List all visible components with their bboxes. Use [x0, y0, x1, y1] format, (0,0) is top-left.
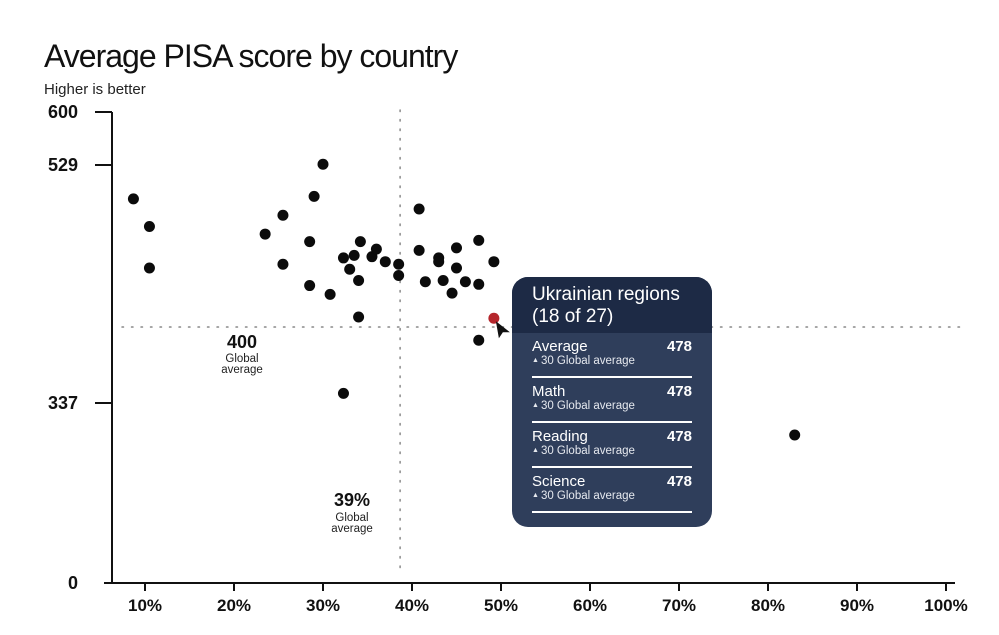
data-point	[433, 256, 445, 268]
triangle-up-icon: ▲	[532, 357, 539, 364]
data-point	[304, 280, 316, 292]
data-point	[127, 193, 139, 205]
data-point	[446, 287, 458, 299]
x-tick-label: 10%	[128, 596, 162, 615]
x-tick-label: 80%	[751, 596, 785, 615]
cursor-arrow-icon	[495, 321, 510, 339]
tooltip-row-sub: ▲ 30 Global average	[532, 445, 635, 457]
x-tick-label: 70%	[662, 596, 696, 615]
data-point	[789, 429, 801, 441]
data-point	[459, 276, 471, 288]
tooltip-row-label: Average	[532, 338, 588, 355]
y-tick-label: 0	[68, 573, 78, 593]
triangle-up-icon: ▲	[532, 492, 539, 499]
data-point	[344, 263, 356, 275]
data-point	[393, 270, 405, 282]
tooltip-title: Ukrainian regions (18 of 27)	[532, 284, 680, 327]
tooltip-row-average: Average 478 ▲ 30 Global average	[532, 333, 692, 378]
data-point	[473, 334, 485, 346]
tooltip-row-math: Math 478 ▲ 30 Global average	[532, 378, 692, 423]
x-tick-label: 30%	[306, 596, 340, 615]
data-point	[393, 258, 405, 270]
data-point	[451, 262, 462, 274]
x-tick-label: 20%	[217, 596, 251, 615]
global-average-score-value: 400	[227, 332, 257, 352]
tooltip-row-sub: ▲ 30 Global average	[532, 490, 635, 502]
global-average-score-label: average	[221, 364, 263, 376]
x-tick-label: 60%	[573, 596, 607, 615]
x-tick-label: 90%	[840, 596, 874, 615]
tooltip-row-reading: Reading 478 ▲ 30 Global average	[532, 423, 692, 468]
y-tick-label: 600	[48, 102, 78, 122]
tooltip-row-value: 478	[666, 473, 692, 490]
tooltip-row-sub-text: 30 Global average	[540, 490, 635, 502]
data-point	[437, 275, 449, 287]
data-point	[419, 276, 431, 288]
x-tick-label: 50%	[484, 596, 518, 615]
tooltip-row-label: Reading	[532, 428, 588, 445]
data-point	[370, 243, 382, 255]
tooltip-row-label: Math	[532, 383, 566, 400]
x-tick-label: 40%	[395, 596, 429, 615]
data-point	[353, 275, 365, 287]
data-point	[348, 249, 360, 261]
global-average-score-label: Global	[225, 353, 258, 365]
tooltip-row-science: Science 478 ▲ 30 Global average	[532, 468, 692, 513]
data-point	[354, 236, 366, 248]
data-point	[379, 256, 391, 268]
data-point	[317, 158, 329, 170]
triangle-up-icon: ▲	[532, 447, 539, 454]
tooltip-row-sub: ▲ 30 Global average	[532, 355, 635, 367]
data-point	[337, 252, 349, 264]
tooltip-row-sub-text: 30 Global average	[540, 400, 635, 412]
data-point	[413, 203, 425, 215]
tooltip-row-value: 478	[666, 428, 692, 445]
data-point	[143, 262, 155, 274]
data-point	[259, 228, 271, 240]
data-point	[473, 234, 485, 246]
data-point	[413, 244, 425, 256]
highlighted-point	[488, 312, 500, 324]
data-point	[451, 242, 462, 254]
data-point	[473, 278, 485, 290]
tooltip-row-value: 478	[666, 338, 692, 355]
data-point	[277, 258, 289, 270]
x-tick-label: 100%	[924, 596, 967, 615]
tooltip-row-sub-text: 30 Global average	[540, 355, 635, 367]
global-average-percent-label: average	[331, 523, 373, 535]
data-point	[308, 190, 320, 202]
global-average-percent-value: 39%	[334, 490, 370, 510]
data-point	[324, 288, 336, 300]
tooltip-row-sub-text: 30 Global average	[540, 445, 635, 457]
tooltip-row-label: Science	[532, 473, 586, 490]
data-point	[353, 311, 365, 323]
chart-title: Average PISA score by country	[44, 38, 458, 74]
global-average-percent-label: Global	[335, 512, 368, 524]
y-tick-label: 337	[48, 393, 78, 413]
data-point	[337, 387, 349, 399]
tooltip-row-value: 478	[666, 383, 692, 400]
y-tick-label: 529	[48, 155, 78, 175]
chart-subtitle: Higher is better	[44, 81, 146, 98]
tooltip-header: Ukrainian regions (18 of 27)	[512, 277, 712, 333]
tooltip-row-sub: ▲ 30 Global average	[532, 400, 635, 412]
data-point	[488, 256, 500, 268]
data-point	[304, 236, 316, 248]
data-point	[277, 209, 289, 221]
tooltip: Ukrainian regions (18 of 27) Average 478…	[512, 277, 712, 527]
tooltip-body: Average 478 ▲ 30 Global average Math 478 …	[512, 333, 712, 513]
data-point	[143, 221, 155, 233]
triangle-up-icon: ▲	[532, 402, 539, 409]
